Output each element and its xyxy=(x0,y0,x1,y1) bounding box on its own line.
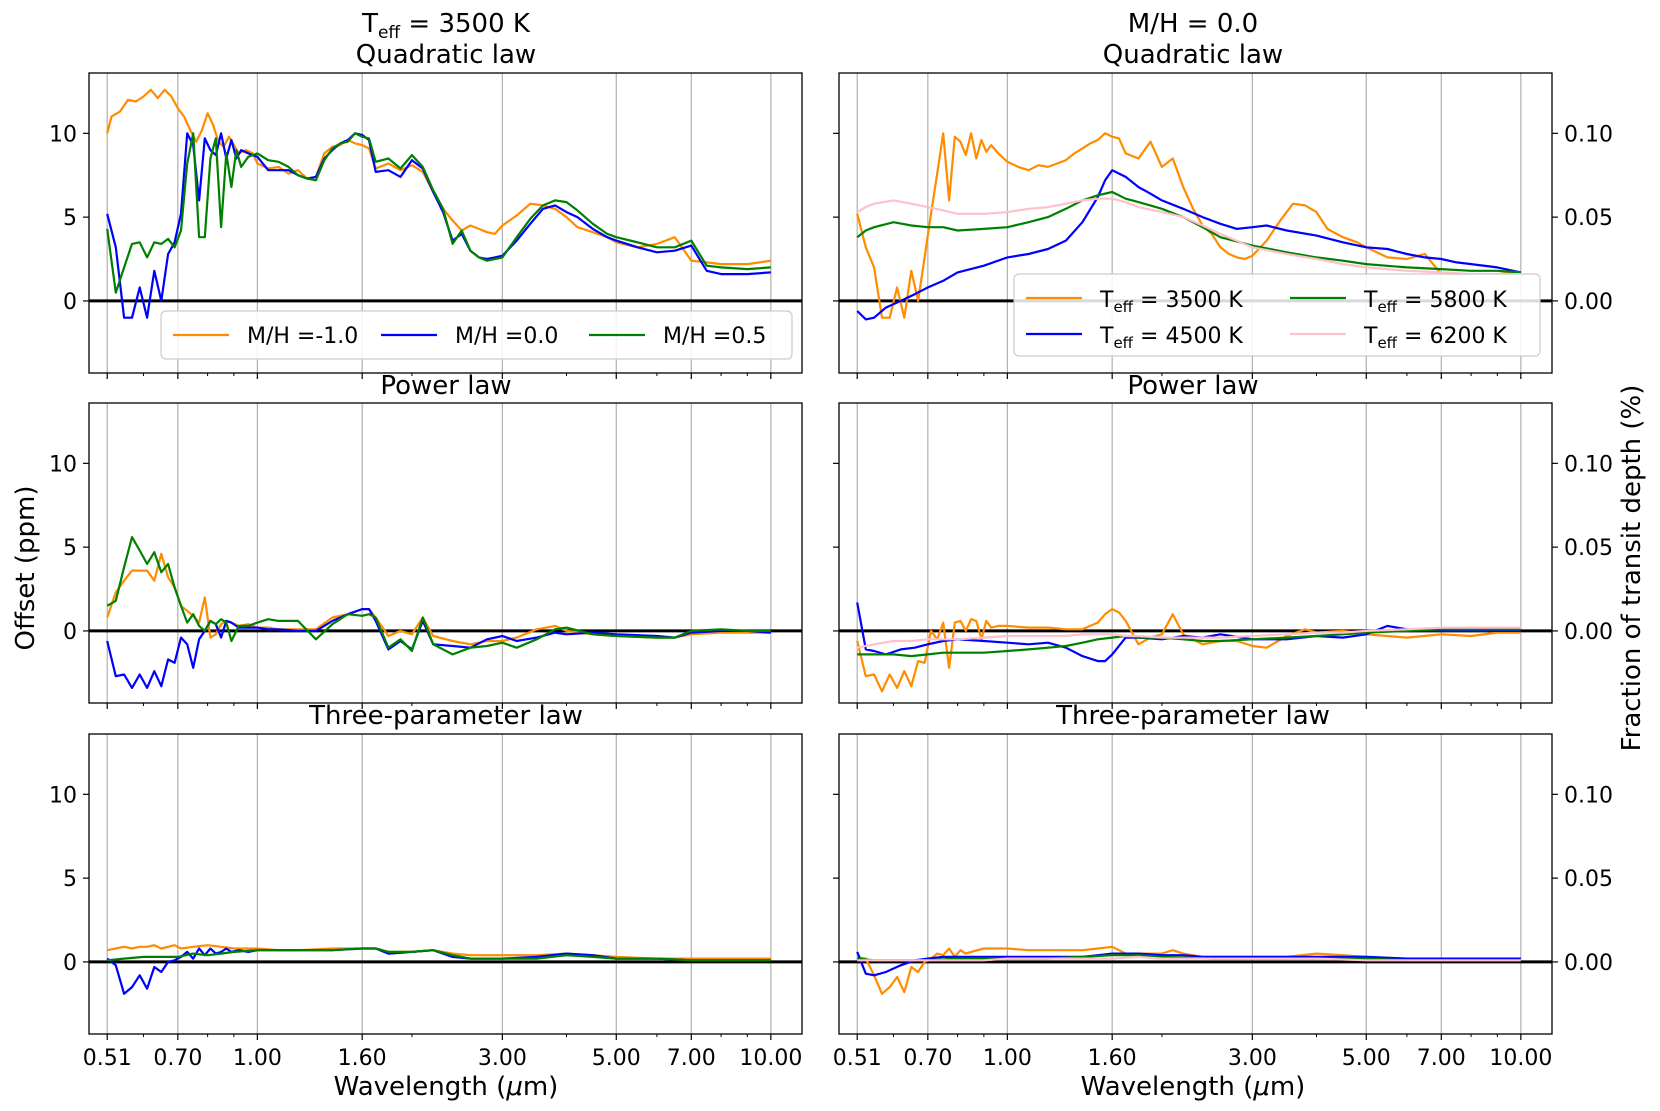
series-line-MH0_0 xyxy=(106,132,771,319)
axes-frame xyxy=(88,402,803,704)
col-title-right: M/H = 0.0 xyxy=(1128,9,1258,39)
legend-label: Teff = 3500 K xyxy=(1099,288,1243,316)
row-title-mid-left: Power law xyxy=(380,371,511,401)
right-tick-label: 0.05 xyxy=(1564,867,1613,892)
series-group xyxy=(106,535,771,690)
series-line-6200 xyxy=(857,955,1521,962)
series-line-MH0_0 xyxy=(106,607,771,690)
row-title-bottom-left: Three-parameter law xyxy=(308,701,583,731)
x-tick-label: 0.51 xyxy=(83,1046,132,1071)
right-tick-label: 0.05 xyxy=(1564,536,1613,561)
legend-metallicity: M/H =-1.0 M/H =0.0 M/H =0.5 xyxy=(160,310,793,360)
x-tick-label: 1.60 xyxy=(338,1046,387,1071)
legend-label: M/H =0.0 xyxy=(455,324,558,349)
legend-label: M/H =-1.0 xyxy=(247,324,358,349)
right-tick-label: 0.10 xyxy=(1564,452,1613,477)
y-tick-label: 0 xyxy=(63,951,77,976)
panel-0-0: 0 5 10 M/H =-1.0 M/H =0.0 M/H =0.5 xyxy=(49,72,803,379)
right-tick-label: 0.10 xyxy=(1564,783,1613,808)
series-group xyxy=(106,944,771,995)
y-tick-label: 0 xyxy=(63,290,77,315)
x-tick-label: 1.00 xyxy=(983,1046,1032,1071)
y-tick-label: 5 xyxy=(63,867,77,892)
series-line-3500 xyxy=(856,132,1521,319)
right-tick-label: 0.00 xyxy=(1564,620,1613,645)
series-group xyxy=(856,602,1521,693)
y-tick-label: 10 xyxy=(49,122,77,147)
axes-frame xyxy=(838,402,1553,704)
panel-1-0: 0 5 10 xyxy=(49,402,803,709)
x-tick-label: 0.70 xyxy=(903,1046,952,1071)
x-tick-label: 3.00 xyxy=(1228,1046,1277,1071)
x-axis-label-left: Wavelength (μm) xyxy=(334,1072,559,1102)
right-tick-label: 0.00 xyxy=(1564,951,1613,976)
panel-2-1: 0.00 0.05 0.10 0.51 0.70 1.00 1.60 3.00 5.00 7.00… xyxy=(833,733,1613,1071)
panels-layer: 0 5 10 M/H =-1.0 M/H =0.0 M/H =0.5 0.00 0.05 0.1… xyxy=(49,72,1613,1071)
axes-frame xyxy=(838,72,1553,374)
series-group xyxy=(856,132,1522,321)
row-title-bottom-right: Three-parameter law xyxy=(1055,701,1330,731)
row-title-top-left: Quadratic law xyxy=(356,40,536,70)
x-tick-label: 1.00 xyxy=(233,1046,282,1071)
x-tick-label: 7.00 xyxy=(1417,1046,1466,1071)
right-tick-label: 0.10 xyxy=(1564,122,1613,147)
series-line-MH-1_0 xyxy=(106,88,771,266)
x-tick-label: 7.00 xyxy=(667,1046,716,1071)
series-line-5800 xyxy=(857,628,1521,658)
col-title-left: Teff = 3500 K xyxy=(361,9,531,43)
series-group xyxy=(106,88,771,319)
y-tick-label: 5 xyxy=(63,536,77,561)
series-line-4500 xyxy=(856,169,1522,321)
y-tick-label: 5 xyxy=(63,206,77,231)
series-line-3500 xyxy=(856,607,1521,693)
series-group xyxy=(856,945,1521,995)
y-tick-label: 10 xyxy=(49,452,77,477)
x-tick-label: 10.00 xyxy=(1489,1046,1552,1071)
series-line-6200 xyxy=(856,197,1521,276)
legend-label: Teff = 4500 K xyxy=(1099,324,1243,352)
x-tick-label: 0.70 xyxy=(153,1046,202,1071)
legend-teff: Teff = 3500 K Teff = 5800 K Teff = 4500 K T… xyxy=(1013,273,1541,357)
legend-box xyxy=(160,310,793,360)
legend-label: Teff = 6200 K xyxy=(1363,324,1507,352)
right-tick-label: 0.05 xyxy=(1564,206,1613,231)
series-line-5800 xyxy=(856,190,1521,274)
right-tick-label: 0.00 xyxy=(1564,290,1613,315)
panel-2-0: 0 5 10 0.51 0.70 1.00 1.60 3.00 5.00 7.00 10.00 xyxy=(49,733,803,1071)
y-tick-label: 0 xyxy=(63,620,77,645)
series-line-3500 xyxy=(856,945,1521,995)
panel-1-1: 0.00 0.05 0.10 xyxy=(833,402,1613,709)
legend-label: M/H =0.5 xyxy=(663,324,766,349)
x-tick-label: 1.60 xyxy=(1088,1046,1137,1071)
series-line-MH0_5 xyxy=(106,535,771,656)
legend-box xyxy=(1013,273,1541,357)
x-tick-label: 0.51 xyxy=(833,1046,882,1071)
x-tick-label: 5.00 xyxy=(1342,1046,1391,1071)
y-axis-label-left: Offset (ppm) xyxy=(11,485,41,650)
legend-label: Teff = 5800 K xyxy=(1363,288,1507,316)
y-axis-label-right: Fraction of transit depth (%) xyxy=(1617,385,1647,752)
axes-frame xyxy=(838,733,1553,1035)
y-tick-label: 10 xyxy=(49,783,77,808)
axes-frame xyxy=(88,72,803,374)
x-tick-label: 5.00 xyxy=(592,1046,641,1071)
row-title-top-right: Quadratic law xyxy=(1103,40,1283,70)
series-line-MH0_5 xyxy=(107,947,771,962)
x-tick-label: 10.00 xyxy=(739,1046,802,1071)
x-tick-label: 3.00 xyxy=(478,1046,527,1071)
series-line-6200 xyxy=(856,626,1521,649)
series-line-MH-1_0 xyxy=(106,552,771,646)
x-axis-label-right: Wavelength (μm) xyxy=(1081,1072,1306,1102)
series-line-MH0_5 xyxy=(106,132,771,294)
axes-frame xyxy=(88,733,803,1035)
row-title-mid-right: Power law xyxy=(1127,371,1258,401)
